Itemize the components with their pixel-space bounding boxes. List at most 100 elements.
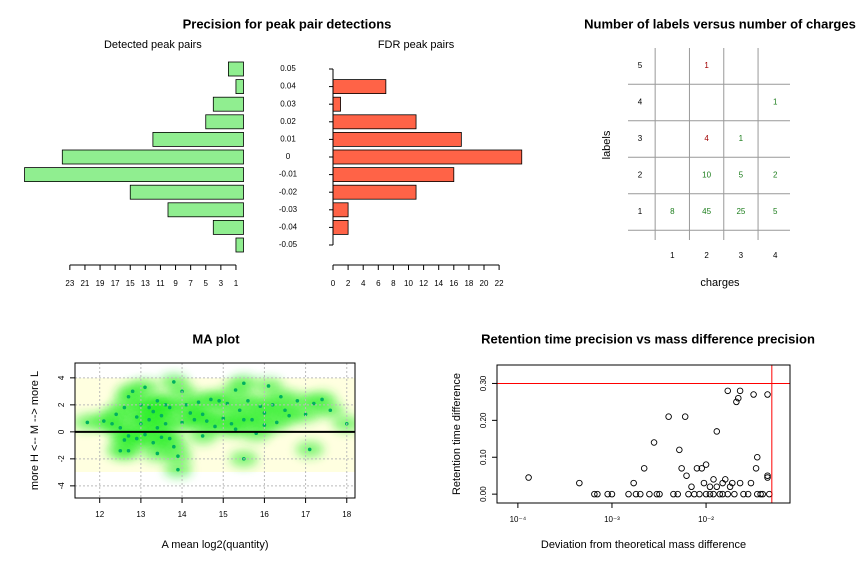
plot-area (525, 387, 773, 498)
point (122, 405, 127, 410)
point (653, 490, 661, 498)
point (688, 483, 695, 491)
bar (227, 61, 244, 77)
point (172, 380, 176, 384)
x-tick-label: 14 (178, 510, 187, 519)
y-tick-label: 0.01 (280, 135, 296, 144)
point (155, 451, 160, 456)
point (757, 490, 764, 498)
point (110, 421, 114, 426)
y-tick-label: 3 (638, 134, 643, 143)
bar (332, 149, 523, 165)
cell-count: 1 (704, 61, 709, 70)
point (176, 454, 180, 458)
point (307, 447, 312, 452)
cell-count: 8 (670, 207, 675, 216)
cell-count: 1 (773, 98, 778, 107)
point (114, 412, 118, 417)
point (167, 405, 172, 410)
y-tick-label: -0.03 (279, 205, 298, 214)
x-tick-label: 7 (188, 279, 193, 288)
point (151, 440, 156, 445)
y-tick-label: 2 (57, 402, 66, 407)
bar (129, 184, 244, 200)
point (632, 490, 640, 498)
point (724, 490, 731, 498)
point (744, 490, 752, 498)
point (706, 490, 714, 498)
bar (332, 131, 462, 147)
x-tick-label: 14 (434, 279, 443, 288)
point (262, 423, 267, 427)
point (279, 394, 283, 399)
y-tick-label: 0.20 (479, 412, 488, 428)
y-tick-label: 1 (638, 207, 643, 216)
y-tick-label: 0 (57, 429, 66, 434)
x-tick-label: 20 (480, 279, 489, 288)
point (188, 411, 193, 415)
series-subtitle: Detected peak pairs (104, 39, 202, 51)
y-tick-label: 0.03 (280, 99, 296, 108)
point (724, 387, 731, 395)
point (722, 476, 729, 483)
point (233, 388, 238, 392)
y-tick-label: 0.02 (280, 117, 296, 126)
x-axis-label: A mean log2(quantity) (161, 539, 268, 551)
x-tick-label: 23 (65, 279, 74, 288)
point (731, 490, 738, 498)
point (646, 490, 653, 498)
point (143, 385, 147, 390)
point (283, 408, 287, 413)
bar (205, 114, 244, 130)
x-tick-label: 8 (391, 279, 396, 288)
point (700, 479, 708, 487)
point (691, 490, 698, 498)
cell-count: 5 (773, 207, 778, 216)
bar (332, 202, 349, 218)
point (764, 391, 771, 398)
point (237, 408, 242, 413)
bar (167, 202, 244, 218)
point (134, 415, 139, 419)
point (729, 479, 736, 487)
point (246, 399, 250, 403)
point (320, 397, 324, 402)
bar (24, 167, 244, 183)
point (716, 490, 724, 498)
point (764, 472, 771, 479)
point (665, 413, 672, 420)
chart-title: Retention time precision vs mass differe… (481, 331, 815, 346)
point (698, 465, 706, 472)
point (594, 490, 601, 498)
point (118, 426, 123, 430)
point (130, 389, 135, 394)
point (180, 420, 184, 425)
point (200, 412, 205, 417)
y-tick-label: -2 (57, 455, 66, 463)
x-tick-label: 3 (739, 251, 744, 260)
x-tick-label: 13 (141, 279, 150, 288)
point (126, 434, 131, 438)
y-tick-label: -0.05 (279, 240, 298, 249)
bar (212, 219, 244, 235)
point (192, 417, 197, 422)
x-tick-label: 15 (126, 279, 135, 288)
point (172, 444, 176, 449)
y-tick-label: 0 (286, 152, 291, 161)
y-tick-label: 0.04 (280, 82, 296, 91)
point (736, 387, 744, 395)
y-axis-label: Retention time difference (451, 373, 463, 495)
x-tick-label: 1 (234, 279, 239, 288)
point (196, 400, 201, 404)
x-tick-label: 11 (156, 279, 165, 288)
x-tick-label: 13 (136, 510, 145, 519)
x-tick-label: 3 (219, 279, 224, 288)
x-tick-label: 2 (346, 279, 351, 288)
point (713, 483, 721, 491)
series-subtitle: FDR peak pairs (378, 39, 455, 51)
x-tick-label: 16 (260, 510, 269, 519)
point (134, 436, 139, 441)
x-tick-label: 18 (342, 510, 351, 519)
x-tick-label: 6 (376, 279, 381, 288)
